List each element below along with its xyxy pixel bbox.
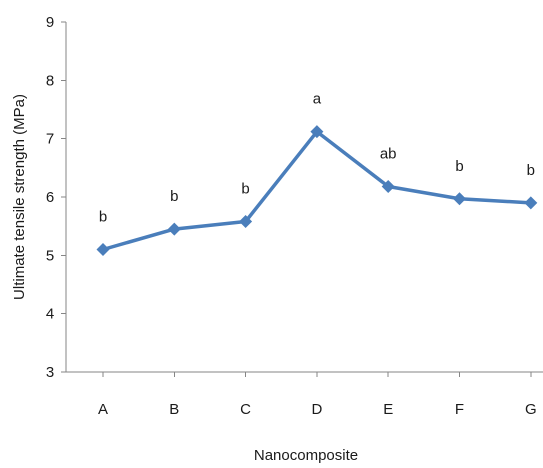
x-tick-label: G (525, 401, 537, 418)
x-axis: A B C D E F G (66, 371, 543, 418)
y-tick-label: 4 (46, 306, 54, 323)
x-axis-title: Nanocomposite (254, 447, 358, 464)
data-label: b (170, 188, 178, 205)
data-point-marker (96, 243, 110, 256)
y-tick-label: 7 (46, 131, 54, 148)
data-point-marker (524, 196, 538, 210)
data-point-marker (167, 222, 181, 236)
y-tick-label: 3 (46, 364, 54, 381)
data-point-marker (381, 180, 395, 193)
series-line (101, 129, 533, 252)
y-tick-label: 9 (46, 14, 54, 31)
data-label: b (99, 209, 107, 226)
y-axis-ticks: 3 4 5 6 7 8 9 (46, 14, 66, 381)
data-labels: b b b a ab b b (99, 91, 535, 226)
x-tick-label: E (383, 401, 393, 418)
data-label: ab (380, 146, 397, 163)
y-tick-label: 8 (46, 72, 54, 89)
data-label: a (313, 91, 322, 108)
data-point-marker (310, 125, 324, 139)
y-axis: 3 4 5 6 7 8 9 (46, 14, 67, 381)
x-axis-ticks: A B C D E F G (98, 372, 537, 418)
data-label: b (455, 158, 463, 175)
data-label: b (527, 162, 535, 179)
x-tick-label: C (240, 401, 251, 418)
x-tick-label: A (98, 401, 108, 418)
data-point-marker (239, 215, 253, 228)
data-label: b (241, 181, 249, 198)
y-tick-label: 6 (46, 189, 54, 206)
x-tick-label: D (311, 401, 322, 418)
y-tick-label: 5 (46, 247, 54, 264)
y-axis-title: Ultimate tensile strength (MPa) (11, 94, 28, 300)
x-tick-label: F (455, 401, 464, 418)
series-group (96, 125, 538, 256)
data-point-marker (453, 192, 466, 206)
x-tick-label: B (169, 401, 179, 418)
